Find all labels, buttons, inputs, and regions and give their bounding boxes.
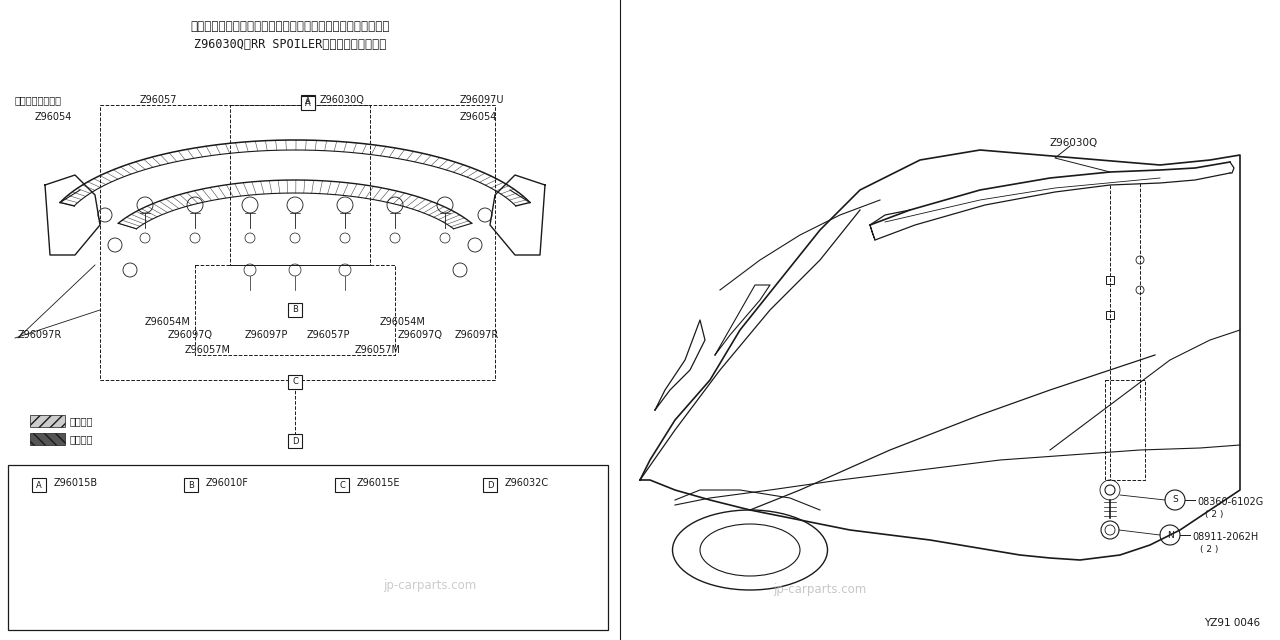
Text: S: S: [1172, 495, 1178, 504]
Text: A: A: [36, 481, 42, 490]
Text: Z96057M: Z96057M: [186, 345, 230, 355]
Text: Z96054: Z96054: [35, 112, 73, 122]
Text: Z96010F: Z96010F: [206, 478, 248, 488]
Text: Z96054M: Z96054M: [145, 317, 191, 327]
Text: jp-carparts.com: jp-carparts.com: [773, 584, 867, 596]
Text: D: D: [486, 481, 493, 490]
Text: C: C: [292, 378, 298, 387]
Text: 08360-6102G: 08360-6102G: [1197, 497, 1263, 507]
Text: Z96054: Z96054: [460, 112, 498, 122]
Bar: [288, 375, 302, 389]
Bar: [335, 478, 349, 492]
Text: Z96097Q: Z96097Q: [168, 330, 212, 340]
Text: Z96057: Z96057: [140, 95, 178, 105]
Bar: [32, 478, 46, 492]
Text: Z96057P: Z96057P: [307, 330, 351, 340]
Text: ：シール: ：シール: [70, 416, 93, 426]
Text: Z96015B: Z96015B: [54, 478, 99, 488]
Text: ( 2 ): ( 2 ): [1204, 510, 1224, 519]
Bar: [288, 303, 302, 317]
Text: Z96030Q（RR SPOILER）の構成部品です。: Z96030Q（RR SPOILER）の構成部品です。: [193, 38, 387, 51]
Bar: [301, 95, 315, 109]
Bar: [8, 465, 608, 630]
Text: ：テープ: ：テープ: [70, 434, 93, 444]
Polygon shape: [640, 150, 1240, 560]
Text: Z96097R: Z96097R: [18, 330, 63, 340]
Text: Z96057M: Z96057M: [355, 345, 401, 355]
Text: 08911-2062H: 08911-2062H: [1192, 532, 1258, 542]
Bar: [1106, 311, 1114, 319]
Text: 注記：以下に示すシール・テープ・クリップ・スペーサー類は: 注記：以下に示すシール・テープ・クリップ・スペーサー類は: [191, 20, 389, 33]
Bar: [483, 478, 497, 492]
Text: Z96030Q: Z96030Q: [1050, 138, 1098, 148]
Text: YZ91 0046: YZ91 0046: [1204, 618, 1260, 628]
Text: Z96097Q: Z96097Q: [398, 330, 443, 340]
Bar: [1106, 276, 1114, 284]
Text: Z96015E: Z96015E: [357, 478, 401, 488]
Text: B: B: [188, 481, 195, 490]
Text: Z96097U: Z96097U: [460, 95, 504, 105]
Text: Z96097P: Z96097P: [244, 330, 288, 340]
Text: A: A: [305, 99, 311, 108]
Text: Z96032C: Z96032C: [506, 478, 549, 488]
Text: C: C: [339, 481, 344, 490]
Bar: [288, 434, 302, 448]
Bar: [29, 433, 65, 445]
Text: シール及びテープ: シール及びテープ: [15, 95, 61, 105]
Text: Z96097R: Z96097R: [454, 330, 499, 340]
Polygon shape: [227, 575, 246, 600]
Text: D: D: [292, 436, 298, 445]
Text: B: B: [292, 305, 298, 314]
Text: N: N: [1166, 531, 1174, 540]
Text: Z96030Q: Z96030Q: [320, 95, 365, 105]
Text: ( 2 ): ( 2 ): [1201, 545, 1219, 554]
Bar: [301, 96, 315, 110]
Bar: [29, 415, 65, 427]
Text: jp-carparts.com: jp-carparts.com: [384, 579, 476, 591]
Text: Z96054M: Z96054M: [380, 317, 426, 327]
Bar: [184, 478, 198, 492]
Text: A: A: [305, 97, 311, 106]
